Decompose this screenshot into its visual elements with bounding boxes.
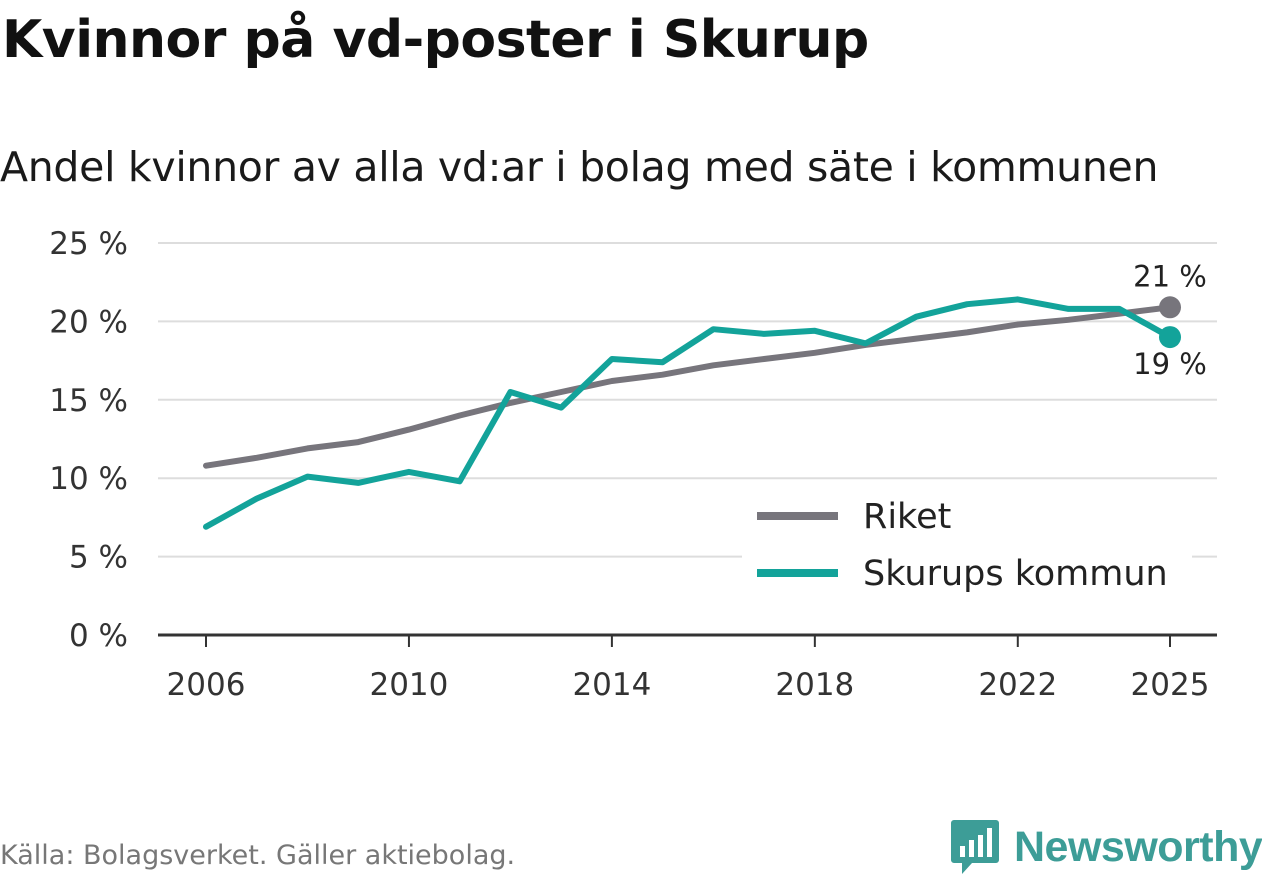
- y-tick-label-20: 20 %: [49, 304, 128, 340]
- y-tick-label-0: 0 %: [69, 618, 128, 654]
- end-value-labels: 21 % 19 %: [1133, 259, 1207, 381]
- y-tick-label-25: 25 %: [49, 226, 128, 262]
- end-point-1: [1159, 326, 1181, 349]
- series-line-1: [203, 296, 1173, 530]
- x-axis-tick-labels: 2006 2010 2014 2018 2022 2025: [167, 667, 1210, 703]
- end-label-1: 19 %: [1133, 347, 1207, 381]
- x-axis: [158, 633, 1217, 647]
- end-label-0: 21 %: [1133, 259, 1207, 293]
- y-tick-label-5: 5 %: [69, 540, 128, 576]
- y-axis-tick-labels: 0 % 5 % 10 % 15 % 20 % 25 %: [49, 226, 128, 654]
- x-tick-label-2006: 2006: [167, 667, 246, 703]
- series-line-0: [203, 304, 1173, 469]
- legend-background: [742, 490, 1192, 610]
- legend-label-0: Riket: [863, 497, 951, 537]
- bar-chart-icon: [951, 820, 999, 874]
- legend-label-1: Skurups kommun: [863, 554, 1168, 594]
- source-note: Källa: Bolagsverket. Gäller aktiebolag.: [0, 840, 516, 871]
- y-tick-label-15: 15 %: [49, 383, 128, 419]
- x-tick-label-2010: 2010: [369, 667, 448, 703]
- x-tick-label-2018: 2018: [775, 667, 854, 703]
- chart-title: Kvinnor på vd-poster i Skurup: [2, 10, 869, 70]
- y-tick-label-10: 10 %: [49, 461, 128, 497]
- brand-name: Newsworthy: [1014, 822, 1262, 871]
- end-point-0: [1159, 296, 1181, 319]
- series-lines: [203, 296, 1181, 530]
- legend: Riket Skurups kommun: [742, 490, 1192, 610]
- x-tick-label-2022: 2022: [978, 667, 1057, 703]
- x-tick-label-2025: 2025: [1131, 667, 1210, 703]
- x-tick-label-2014: 2014: [572, 667, 651, 703]
- newsworthy-logo: Newsworthy: [950, 818, 1262, 876]
- chart-subtitle: Andel kvinnor av alla vd:ar i bolag med …: [0, 143, 1159, 191]
